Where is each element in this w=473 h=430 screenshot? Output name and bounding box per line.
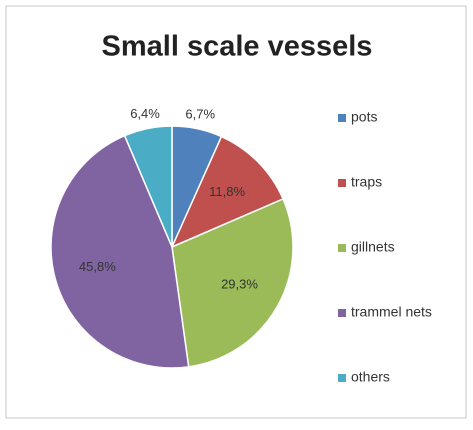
data-label: 11,8% [209, 184, 245, 199]
legend-label: pots [351, 109, 377, 125]
legend-label: trammel nets [351, 304, 432, 320]
pie-slice [171, 197, 294, 368]
legend-label: traps [351, 174, 382, 190]
pie-slice [170, 135, 285, 249]
chart-title: Small scale vessels [102, 31, 373, 63]
data-label: 6,7% [185, 106, 215, 121]
pie-slice [50, 134, 190, 369]
data-label: 6,4% [130, 106, 160, 121]
legend-swatch [338, 179, 346, 187]
legend-swatch [338, 309, 346, 317]
legend-label: gillnets [351, 239, 395, 255]
pie-slice [123, 125, 173, 248]
legend-swatch [338, 374, 346, 382]
legend-swatch [338, 114, 346, 122]
data-label: 29,3% [221, 276, 258, 291]
legend-label: others [351, 369, 390, 385]
legend-swatch [338, 244, 346, 252]
data-label: 45,8% [79, 259, 116, 274]
